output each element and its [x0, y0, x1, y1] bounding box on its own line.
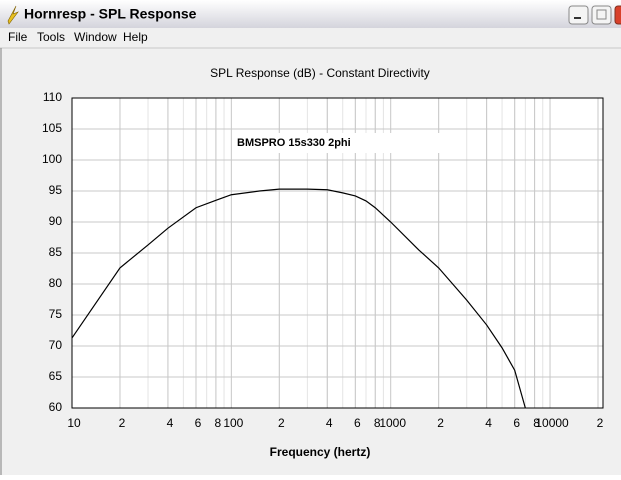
title-bar [0, 0, 621, 28]
y-tick-label: 65 [49, 369, 63, 383]
x-tick-label: 6 [195, 416, 202, 430]
y-tick-label: 95 [49, 183, 63, 197]
y-tick-label: 90 [49, 214, 63, 228]
close-button[interactable] [614, 5, 621, 25]
y-tick-label: 80 [49, 276, 63, 290]
x-tick-label: 4 [485, 416, 492, 430]
menu-item[interactable]: File [8, 30, 28, 44]
maximize-icon [596, 9, 607, 20]
x-tick-label: 2 [278, 416, 285, 430]
spl-curve [71, 188, 526, 409]
window-title: Hornresp - SPL Response [24, 6, 197, 22]
x-axis-label: Frequency (hertz) [270, 445, 371, 459]
menu-item[interactable]: Help [123, 30, 148, 44]
x-tick-label: 2 [597, 416, 604, 430]
x-tick-label: 8 [215, 416, 222, 430]
minimize-icon [574, 17, 581, 19]
x-tick-label: 6 [513, 416, 520, 430]
y-tick-label: 105 [42, 121, 62, 135]
menu-item[interactable]: Tools [37, 30, 65, 44]
x-tick-label: 2 [437, 416, 444, 430]
y-tick-label: 70 [49, 338, 63, 352]
x-tick-label: 100 [223, 416, 243, 430]
plot-border [71, 97, 604, 409]
y-tick-label: 110 [43, 90, 62, 104]
y-tick-label: 85 [49, 245, 63, 259]
x-tick-label: 8 [533, 416, 540, 430]
x-tick-label: 6 [354, 416, 361, 430]
y-tick-label: 60 [49, 400, 63, 414]
x-tick-label: 4 [326, 416, 333, 430]
minimize-button[interactable] [568, 5, 589, 25]
x-tick-label: 10 [67, 416, 81, 430]
maximize-button[interactable] [591, 5, 612, 25]
x-tick-label: 4 [167, 416, 174, 430]
y-tick-label: 75 [49, 307, 63, 321]
x-tick-label: 8 [374, 416, 381, 430]
menu-item[interactable]: Window [74, 30, 117, 44]
app-icon [7, 5, 19, 25]
menu-bar [0, 28, 621, 48]
annotation: BMSPRO 15s330 2phi [237, 137, 351, 149]
chart-title: SPL Response (dB) - Constant Directivity [210, 66, 430, 80]
x-tick-label: 1000 [379, 416, 406, 430]
x-tick-label: 2 [119, 416, 126, 430]
y-tick-label: 100 [42, 152, 62, 166]
annotation-box [232, 133, 454, 153]
x-tick-label: 10000 [535, 416, 569, 430]
